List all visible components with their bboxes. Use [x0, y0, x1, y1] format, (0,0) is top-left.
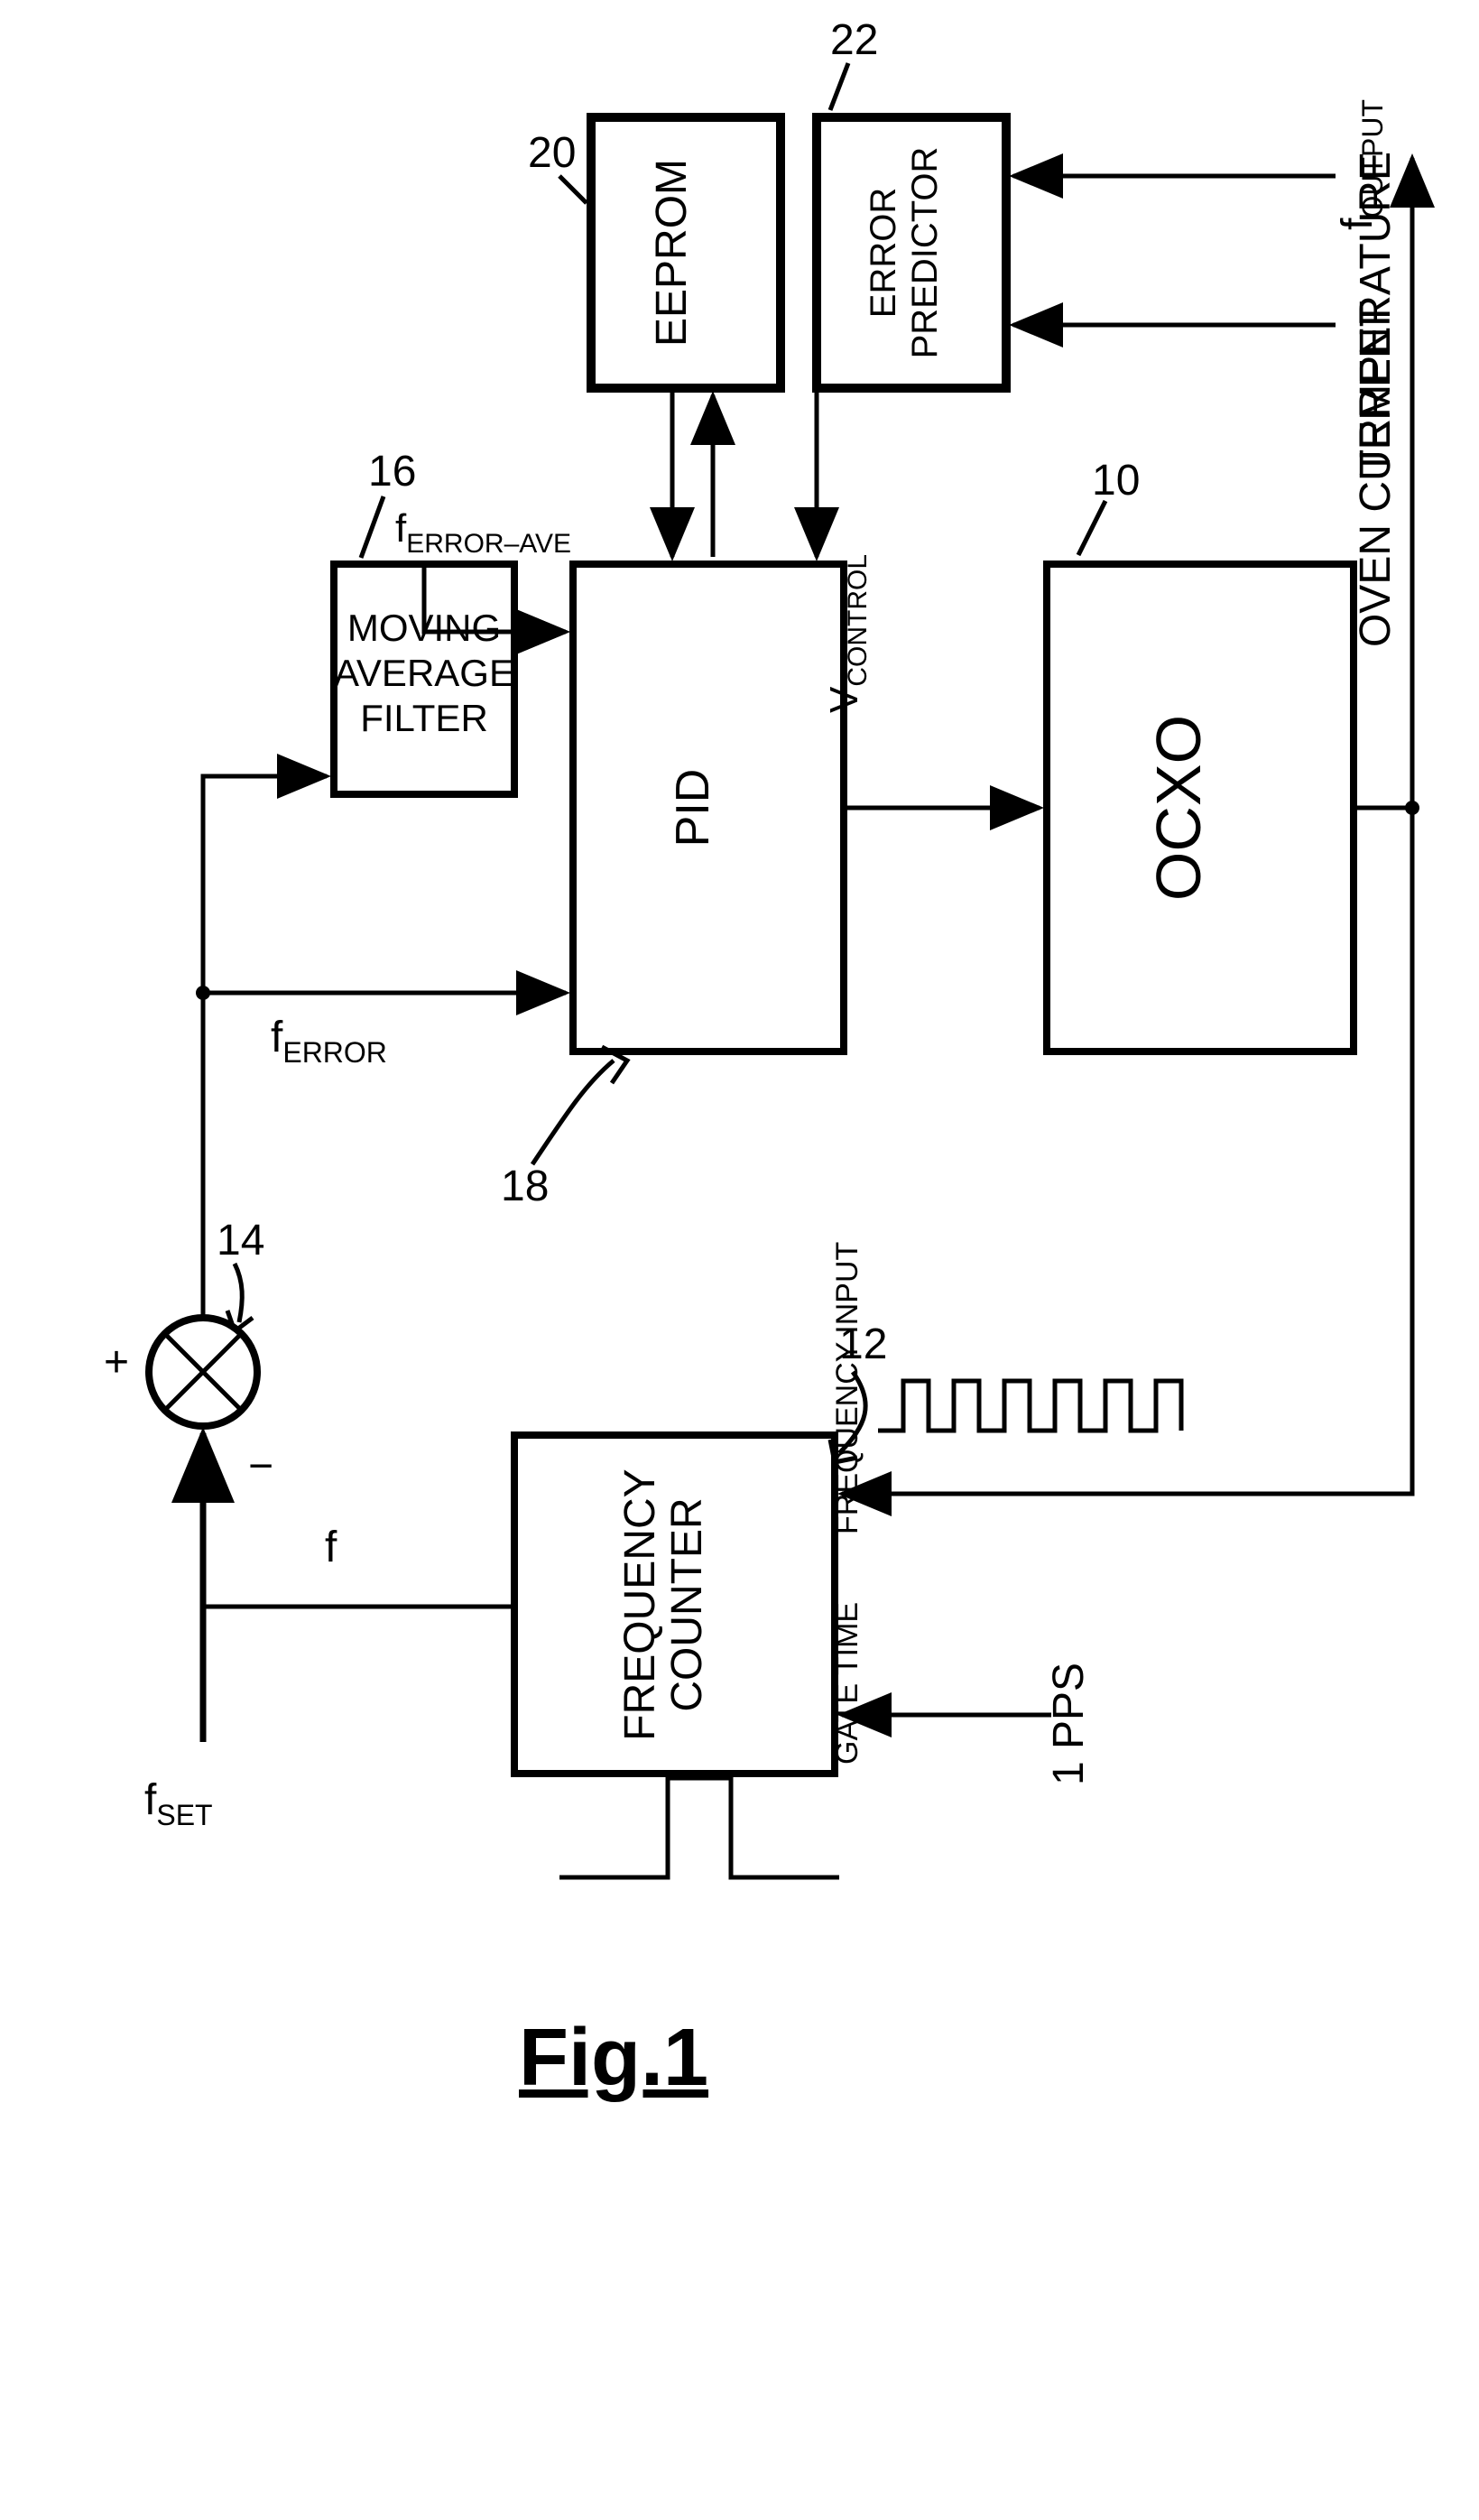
svg-text:18: 18 [501, 1163, 549, 1210]
plus-sign: + [104, 1339, 129, 1386]
eeprom-pid-link [672, 388, 713, 557]
svg-text:20: 20 [528, 129, 576, 177]
square-wave-icon [878, 1381, 1181, 1431]
minus-sign: − [248, 1442, 273, 1490]
svg-text:AVERAGE: AVERAGE [334, 652, 514, 694]
ferror-to-maf [203, 776, 327, 993]
fset-label: fSET [144, 1776, 213, 1831]
pps-pulse-icon [559, 1778, 839, 1877]
svg-text:COUNTER: COUNTER [663, 1497, 711, 1711]
svg-text:22: 22 [830, 16, 878, 64]
svg-text:FILTER: FILTER [360, 697, 488, 739]
pid-label: PID [667, 769, 719, 848]
oven-label: OVEN CURRENT [1352, 301, 1400, 647]
f-label: f [325, 1524, 337, 1571]
pps-label: 1 PPS [1045, 1663, 1093, 1785]
svg-text:10: 10 [1092, 457, 1140, 505]
block-diagram: MOVING AVERAGE FILTER EEPROM ERROR PREDI… [0, 0, 1479, 2520]
svg-text:PREDICTOR: PREDICTOR [905, 147, 945, 359]
foutput-label: fOUTPUT [1334, 99, 1389, 230]
ferrorave-label: fERROR–AVE [395, 506, 571, 559]
eeprom-label: EEPROM [648, 159, 696, 347]
svg-text:16: 16 [368, 448, 416, 496]
figure-label: Fig.1 [519, 2013, 708, 2103]
summing-junction [149, 1318, 257, 1426]
freq-input-label: FREQUENCY INPUT [830, 1242, 864, 1534]
counter-label: FREQUENCY COUNTER [616, 1468, 711, 1740]
gate-time-label: GATE TIME [830, 1602, 864, 1765]
ocxo-label: OCXO [1143, 715, 1214, 901]
ferror-label: fERROR [271, 1014, 387, 1069]
svg-text:FREQUENCY: FREQUENCY [616, 1468, 664, 1740]
svg-text:14: 14 [217, 1217, 264, 1265]
svg-text:ERROR: ERROR [864, 188, 903, 318]
